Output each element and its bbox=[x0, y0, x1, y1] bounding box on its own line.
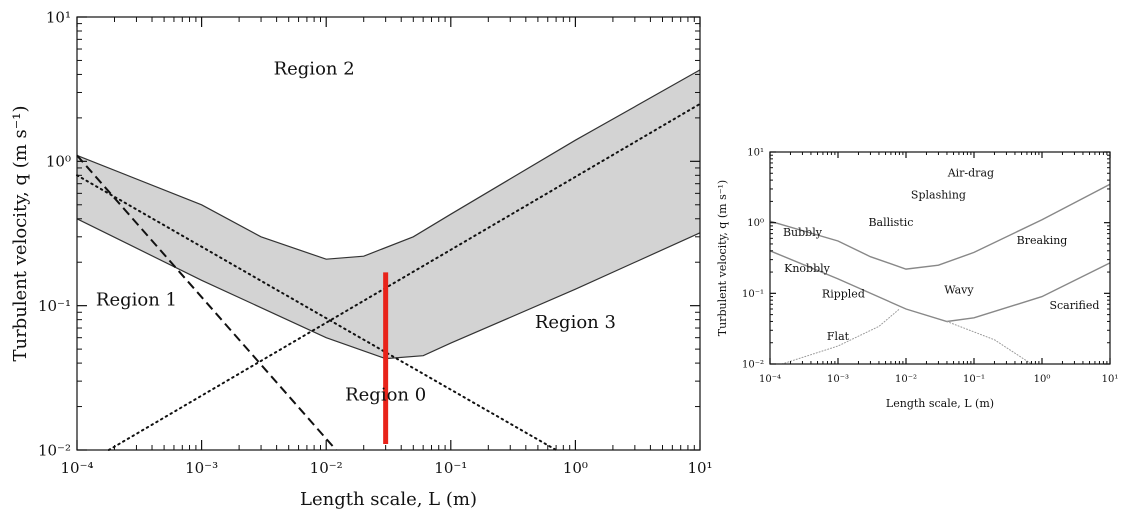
solid-curve bbox=[769, 183, 1111, 270]
x-tick-label: 10⁻¹ bbox=[434, 459, 467, 477]
y-axis-label: Turbulent velocity, q (m s⁻¹) bbox=[716, 180, 729, 336]
region-annotation: Region 3 bbox=[535, 312, 616, 333]
band-upper-edge bbox=[76, 69, 701, 260]
y-tick-label: 10⁻¹ bbox=[742, 289, 764, 300]
x-tick-label: 10⁻³ bbox=[827, 374, 849, 385]
region-annotation: Region 0 bbox=[345, 385, 426, 406]
region-annotation: Ballistic bbox=[868, 216, 913, 229]
region-annotation: Region 1 bbox=[96, 290, 177, 311]
region-annotation: Air-drag bbox=[947, 167, 994, 180]
x-tick-label: 10¹ bbox=[687, 459, 712, 477]
x-tick-label: 10⁻¹ bbox=[963, 374, 985, 385]
region-annotation: Rippled bbox=[822, 287, 865, 300]
x-axis-label: Length scale, L (m) bbox=[886, 397, 994, 410]
x-tick-label: 10⁻² bbox=[310, 459, 343, 477]
y-tick-label: 10⁻² bbox=[38, 441, 71, 459]
x-tick-label: 10⁻² bbox=[895, 374, 917, 385]
dotted-line bbox=[781, 308, 900, 365]
shaded-band bbox=[77, 69, 700, 359]
dotted-line bbox=[107, 102, 701, 451]
x-tick-label: 10⁰ bbox=[563, 459, 588, 477]
x-tick-label: 10¹ bbox=[1102, 374, 1119, 385]
y-axis-label: Turbulent velocity, q (m s⁻¹) bbox=[10, 105, 31, 361]
region-annotation: Region 2 bbox=[274, 58, 355, 79]
region-annotation: Knobbly bbox=[784, 262, 831, 275]
y-tick-label: 10¹ bbox=[46, 8, 71, 26]
region-annotation: Bubbly bbox=[783, 226, 823, 239]
y-tick-label: 10⁰ bbox=[747, 218, 764, 229]
band-lower-edge bbox=[76, 218, 701, 360]
dashed-line bbox=[76, 154, 337, 451]
region-annotation: Wavy bbox=[944, 283, 974, 296]
dotted-line bbox=[946, 321, 1032, 365]
y-tick-label: 10⁻² bbox=[742, 360, 764, 371]
region-annotation: Splashing bbox=[911, 188, 966, 201]
y-tick-label: 10⁻¹ bbox=[38, 297, 71, 315]
x-tick-label: 10⁻⁴ bbox=[60, 459, 93, 477]
region-annotation: Breaking bbox=[1017, 234, 1068, 247]
plot-frame bbox=[769, 151, 1111, 365]
x-axis-label: Length scale, L (m) bbox=[300, 489, 477, 510]
region-annotation: Scarified bbox=[1049, 299, 1099, 312]
y-tick-label: 10⁰ bbox=[46, 153, 71, 171]
y-tick-label: 10¹ bbox=[747, 148, 764, 159]
plot-frame bbox=[76, 16, 701, 451]
x-tick-label: 10⁻⁴ bbox=[759, 374, 781, 385]
x-tick-label: 10⁰ bbox=[1034, 374, 1051, 385]
dotted-line bbox=[76, 174, 558, 451]
x-tick-label: 10⁻³ bbox=[185, 459, 218, 477]
inset-chart: 10⁻⁴ 10⁻³ 10⁻² 10⁻¹ 10⁰ 10¹ 10⁻² 10⁻¹ 10⁰ 10¹ Leng… bbox=[716, 148, 1119, 411]
main-chart: 10⁻⁴ 10⁻³ 10⁻² 10⁻¹ 10⁰ 10¹ 10⁻² 10⁻¹ 10⁰ 10¹ Leng… bbox=[10, 8, 713, 510]
region-annotation: Flat bbox=[827, 330, 850, 343]
